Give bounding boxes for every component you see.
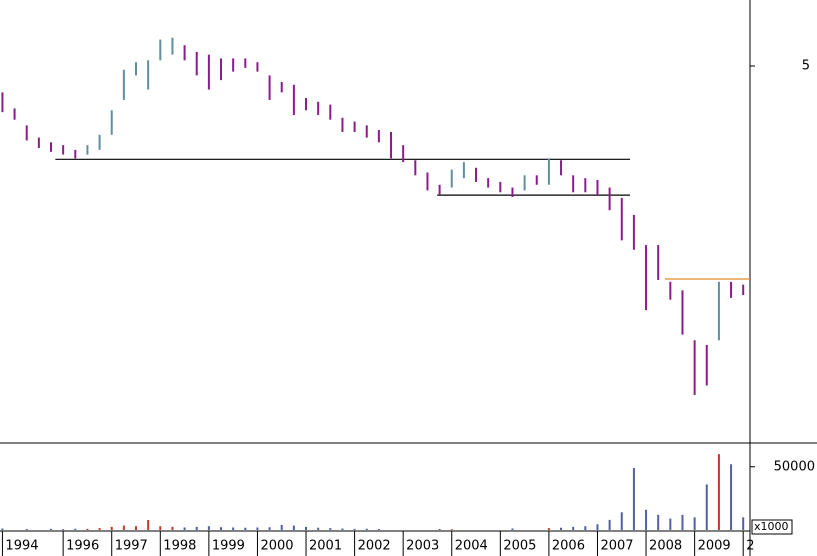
unit-box [751, 519, 793, 535]
x-tick-label: 2003 [406, 539, 439, 554]
x-tick-label: 2002 [358, 539, 391, 554]
x-tick-label: 1994 [5, 539, 38, 554]
x-tick-label: 1998 [163, 539, 196, 554]
x-tick-label: 2008 [649, 539, 682, 554]
x-tick-label: 2007 [600, 539, 633, 554]
x-tick-label: 2000 [260, 539, 293, 554]
x-tick-label: 1999 [212, 539, 245, 554]
y-tick-label: 5 [802, 58, 810, 73]
volume-tick-label: 50000 [774, 459, 815, 474]
x-tick-label: 2009 [698, 539, 731, 554]
x-tick-label: 2001 [309, 539, 342, 554]
x-tick-label: 1997 [115, 539, 148, 554]
x-tick-label: 1996 [66, 539, 99, 554]
x-tick-label: 2006 [552, 539, 585, 554]
volume-unit: x1000 [754, 520, 789, 533]
x-tick-label: 2005 [503, 539, 536, 554]
x-tick-label: 2 [746, 539, 754, 554]
x-tick-label: 2004 [455, 539, 488, 554]
